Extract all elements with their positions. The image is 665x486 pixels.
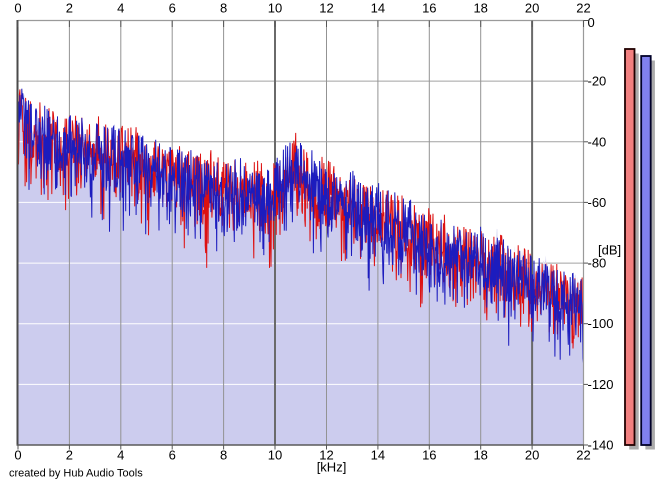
svg-text:16: 16: [422, 448, 436, 463]
svg-text:-80: -80: [588, 256, 607, 271]
svg-text:8: 8: [220, 448, 227, 463]
svg-text:12: 12: [319, 448, 333, 463]
svg-text:8: 8: [220, 1, 227, 16]
svg-text:0: 0: [588, 15, 595, 30]
svg-text:22: 22: [576, 448, 590, 463]
svg-text:0: 0: [14, 1, 21, 16]
svg-text:18: 18: [473, 1, 487, 16]
svg-text:22: 22: [576, 1, 590, 16]
svg-text:4: 4: [117, 1, 124, 16]
svg-text:18: 18: [473, 448, 487, 463]
svg-text:4: 4: [117, 448, 124, 463]
svg-text:[kHz]: [kHz]: [317, 460, 347, 475]
svg-text:14: 14: [371, 448, 385, 463]
svg-text:-60: -60: [588, 195, 607, 210]
svg-text:[dB]: [dB]: [598, 243, 621, 258]
svg-text:-120: -120: [588, 377, 614, 392]
svg-text:12: 12: [319, 1, 333, 16]
svg-text:-100: -100: [588, 316, 614, 331]
svg-text:-40: -40: [588, 134, 607, 149]
svg-text:20: 20: [525, 1, 539, 16]
svg-text:6: 6: [169, 448, 176, 463]
svg-text:2: 2: [66, 1, 73, 16]
svg-text:10: 10: [268, 448, 282, 463]
svg-text:-140: -140: [588, 438, 614, 453]
svg-text:-20: -20: [588, 74, 607, 89]
svg-text:6: 6: [169, 1, 176, 16]
svg-text:20: 20: [525, 448, 539, 463]
svg-text:created by Hub Audio Tools: created by Hub Audio Tools: [9, 468, 143, 480]
svg-text:16: 16: [422, 1, 436, 16]
svg-text:2: 2: [66, 448, 73, 463]
svg-text:10: 10: [268, 1, 282, 16]
svg-text:0: 0: [14, 448, 21, 463]
svg-text:14: 14: [371, 1, 385, 16]
